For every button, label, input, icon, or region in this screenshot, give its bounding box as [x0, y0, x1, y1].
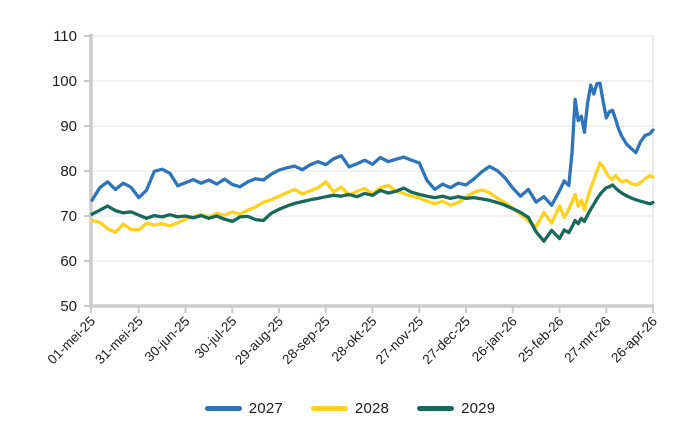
- x-tick-label: 25-feb-26: [515, 314, 566, 365]
- series-line-2027: [90, 81, 655, 207]
- y-tick-label: 60: [60, 253, 77, 270]
- x-tick-label: 30-jul-25: [192, 314, 240, 362]
- y-tick-label: 110: [53, 28, 77, 45]
- y-tick-label: 90: [60, 118, 77, 135]
- x-tick-label: 01-mei-25: [45, 314, 99, 368]
- x-tick-label: 31-mei-25: [92, 314, 146, 368]
- legend-swatch-2028: [310, 406, 348, 411]
- y-tick-label: 80: [60, 163, 77, 180]
- legend-swatch-2029: [417, 406, 455, 411]
- x-tick-label: 26-apr-26: [608, 314, 660, 366]
- x-tick-label: 27-dec-25: [420, 314, 474, 368]
- x-tick-label: 27-nov-25: [373, 314, 427, 368]
- x-tick-label: 26-jan-26: [469, 314, 520, 365]
- x-tick-label: 27-mrt-26: [561, 314, 613, 366]
- y-tick-label: 50: [60, 298, 77, 315]
- x-tick-label: 29-aug-25: [232, 314, 286, 368]
- y-tick-label: 70: [60, 208, 77, 225]
- legend: 2027 2028 2029: [0, 400, 700, 417]
- legend-label-2028: 2028: [354, 400, 390, 417]
- legend-item-2027: 2027: [204, 400, 283, 417]
- x-tick-label: 28-sep-25: [279, 314, 333, 368]
- legend-label-2027: 2027: [248, 400, 283, 417]
- legend-label-2029: 2029: [461, 400, 496, 417]
- series-line-2029: [90, 183, 655, 243]
- legend-item-2028: 2028: [310, 400, 390, 417]
- legend-swatch-2027: [204, 406, 242, 411]
- x-tick-label: 30-jun-25: [142, 314, 193, 365]
- legend-item-2029: 2029: [417, 400, 495, 417]
- y-tick-label: 100: [52, 73, 77, 90]
